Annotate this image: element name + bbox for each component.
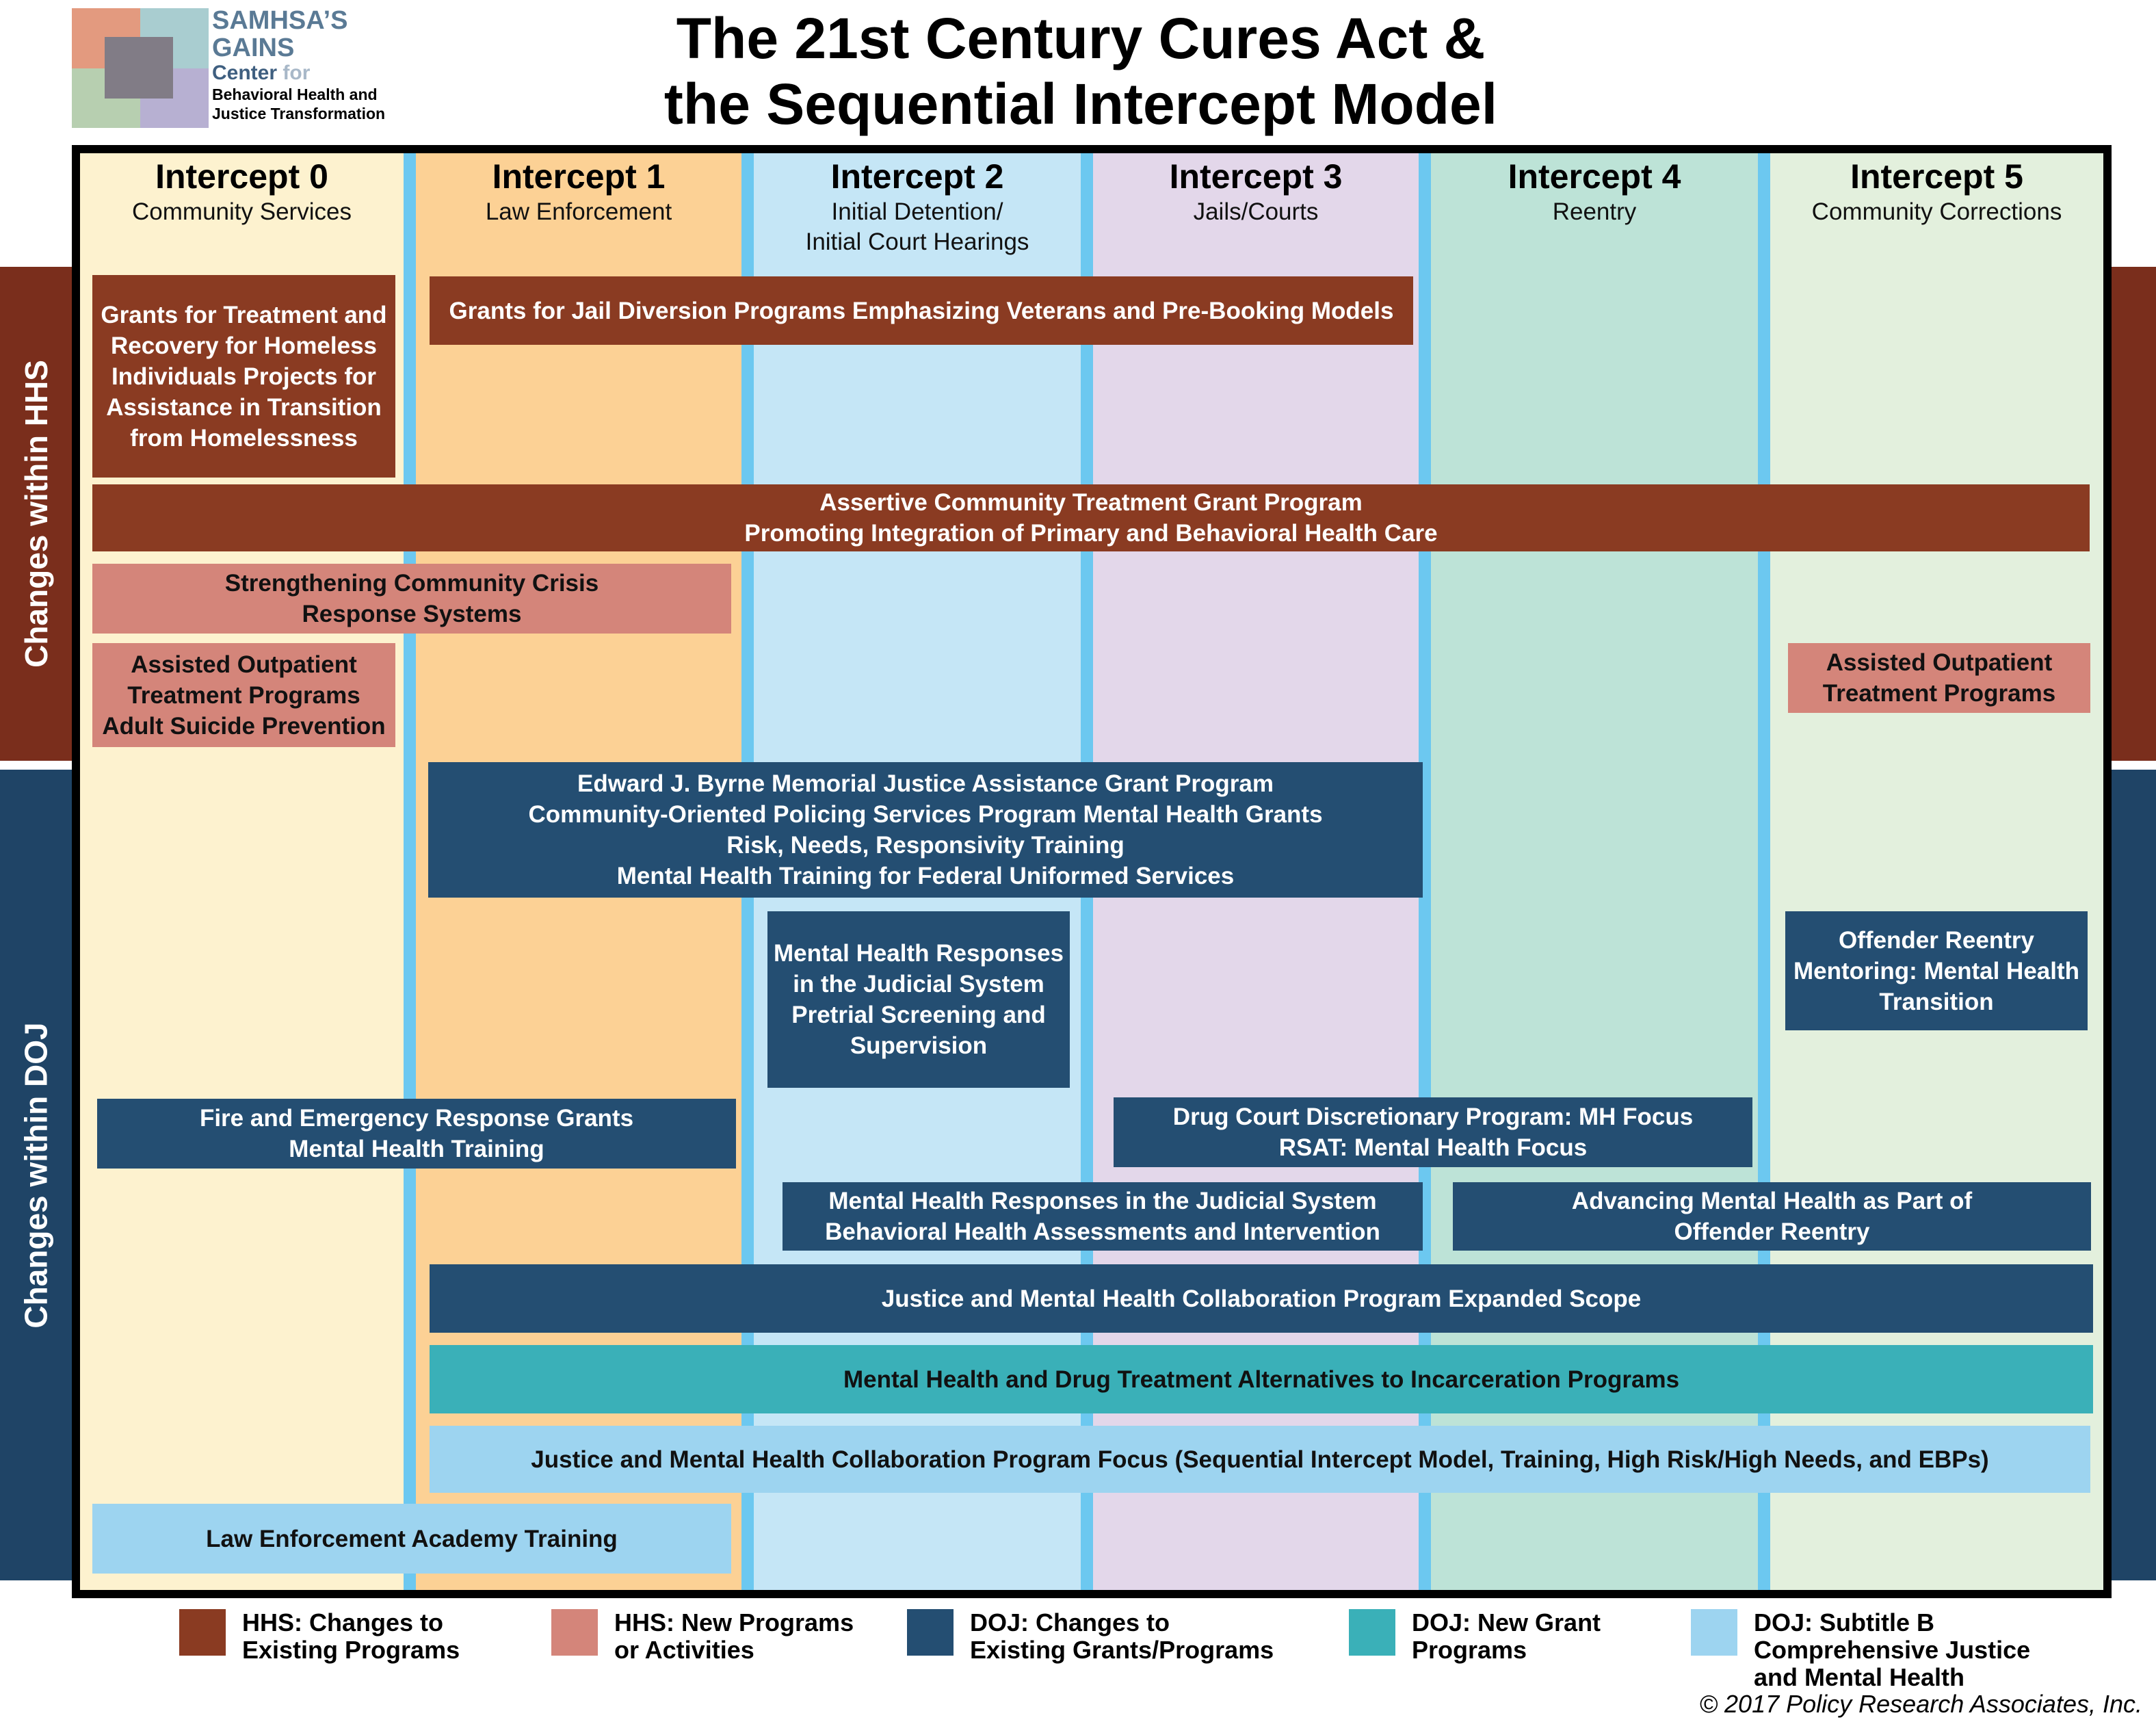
logo-for: for	[282, 62, 311, 84]
title-line1: The 21st Century Cures Act &	[676, 6, 1486, 70]
side-bar-hhs-right	[2112, 267, 2156, 761]
program-fire-emergency: Fire and Emergency Response Grants Menta…	[97, 1099, 736, 1169]
program-mh-pretrial: Mental Health Responses in the Judicial …	[767, 911, 1070, 1088]
program-jmhcp-focus: Justice and Mental Health Collaboration …	[430, 1426, 2090, 1493]
intercept-4-header: Intercept 4 Reentry	[1431, 156, 1758, 227]
program-grants-homeless: Grants for Treatment and Recovery for Ho…	[92, 275, 395, 478]
legend-swatch	[551, 1609, 598, 1656]
intercept-4-title: Intercept 4	[1508, 157, 1681, 196]
gains-logo-text: SAMHSA’S GAINS Center for Behavioral Hea…	[212, 7, 385, 123]
legend-doj-new: DOJ: New Grant Programs	[1349, 1609, 1601, 1664]
program-offender-mentoring: Offender Reentry Mentoring: Mental Healt…	[1785, 911, 2088, 1030]
legend-doj-subtitle-b: DOJ: Subtitle B Comprehensive Justice an…	[1691, 1609, 2030, 1691]
legend-label: HHS: Changes to Existing Programs	[242, 1608, 460, 1664]
program-assisted-outpatient-left: Assisted Outpatient Treatment Programs A…	[92, 643, 395, 747]
legend-swatch	[907, 1609, 954, 1656]
intercept-2-subtitle: Initial Detention/ Initial Court Hearing…	[805, 198, 1029, 255]
intercept-3-header: Intercept 3 Jails/Courts	[1093, 156, 1419, 227]
intercept-5-title: Intercept 5	[1850, 157, 2023, 196]
program-drug-court: Drug Court Discretionary Program: MH Foc…	[1114, 1097, 1752, 1167]
logo-line3: Center for	[212, 62, 385, 85]
intercept-2-title: Intercept 2	[830, 157, 1004, 196]
title-line2: the Sequential Intercept Model	[663, 72, 1498, 136]
program-law-enforcement-academy: Law Enforcement Academy Training	[92, 1504, 731, 1574]
legend-swatch	[1349, 1609, 1395, 1656]
program-byrne-jag: Edward J. Byrne Memorial Justice Assista…	[428, 762, 1423, 898]
intercept-1-title: Intercept 1	[492, 157, 666, 196]
program-assisted-outpatient-right: Assisted Outpatient Treatment Programs	[1788, 643, 2090, 713]
intercept-4-subtitle: Reentry	[1552, 198, 1637, 225]
legend-swatch	[1691, 1609, 1737, 1656]
legend-label: HHS: New Programs or Activities	[614, 1608, 854, 1664]
side-label-hhs-text: Changes within HHS	[18, 360, 54, 668]
legend-label: DOJ: Subtitle B Comprehensive Justice an…	[1754, 1608, 2031, 1691]
legend-label: DOJ: New Grant Programs	[1412, 1608, 1601, 1664]
intercept-5-subtitle: Community Corrections	[1811, 198, 2062, 225]
program-mh-assessments: Mental Health Responses in the Judicial …	[783, 1182, 1423, 1251]
intercept-0-subtitle: Community Services	[132, 198, 352, 225]
side-label-doj: Changes within DOJ	[0, 770, 72, 1580]
program-treatment-alternatives: Mental Health and Drug Treatment Alterna…	[430, 1345, 2093, 1413]
gains-logo-mark	[72, 8, 209, 128]
intercept-0-title: Intercept 0	[155, 157, 328, 196]
intercept-3-subtitle: Jails/Courts	[1193, 198, 1319, 225]
intercept-1-header: Intercept 1 Law Enforcement	[416, 156, 741, 227]
legend-label: DOJ: Changes to Existing Grants/Programs	[970, 1608, 1274, 1664]
legend-hhs-changes: HHS: Changes to Existing Programs	[179, 1609, 460, 1664]
side-bar-doj-right	[2112, 770, 2156, 1580]
program-crisis-response: Strengthening Community Crisis Response …	[92, 564, 731, 634]
logo-line5: Justice Transformation	[212, 105, 386, 122]
logo-line4: Behavioral Health and	[212, 86, 378, 103]
logo-squares-icon	[72, 8, 209, 128]
diagram-frame	[72, 145, 2112, 1598]
intercept-5-header: Intercept 5 Community Corrections	[1770, 156, 2103, 227]
logo-line2: GAINS	[212, 34, 295, 62]
intercept-0-header: Intercept 0 Community Services	[80, 156, 404, 227]
intercept-1-subtitle: Law Enforcement	[485, 198, 672, 225]
page-title: The 21st Century Cures Act & the Sequent…	[479, 5, 1683, 137]
logo-center: Center	[212, 62, 278, 84]
copyright: © 2017 Policy Research Associates, Inc.	[1699, 1690, 2143, 1718]
legend-doj-changes: DOJ: Changes to Existing Grants/Programs	[907, 1609, 1274, 1664]
intercept-2-header: Intercept 2 Initial Detention/ Initial C…	[754, 156, 1081, 257]
program-jmhcp-expanded-scope: Justice and Mental Health Collaboration …	[430, 1264, 2093, 1333]
side-label-doj-text: Changes within DOJ	[18, 1021, 54, 1329]
program-jail-diversion: Grants for Jail Diversion Programs Empha…	[430, 276, 1413, 345]
logo-line1: SAMHSA’S	[212, 6, 348, 35]
legend-swatch	[179, 1609, 226, 1656]
program-assertive-community-treatment: Assertive Community Treatment Grant Prog…	[92, 484, 2090, 551]
program-advancing-mh-reentry: Advancing Mental Health as Part of Offen…	[1453, 1182, 2091, 1251]
legend-hhs-new: HHS: New Programs or Activities	[551, 1609, 854, 1664]
side-label-hhs: Changes within HHS	[0, 267, 72, 761]
intercept-3-title: Intercept 3	[1169, 157, 1343, 196]
